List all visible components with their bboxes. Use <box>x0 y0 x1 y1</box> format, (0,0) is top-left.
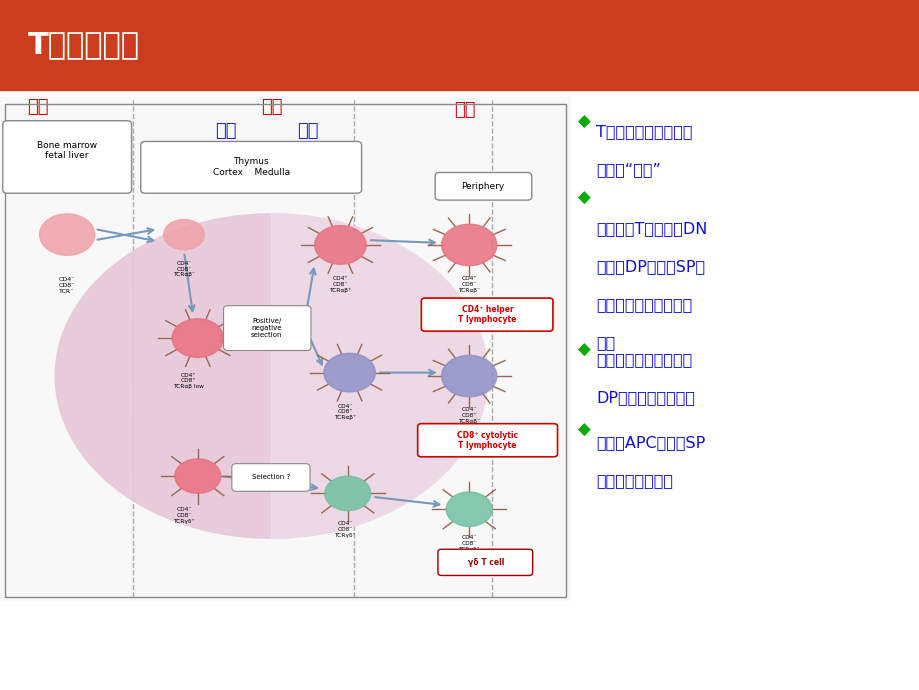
Circle shape <box>175 459 221 493</box>
Wedge shape <box>271 214 487 538</box>
Text: 骨髓: 骨髓 <box>28 98 49 116</box>
Text: 外周: 外周 <box>453 101 475 119</box>
Text: ◆: ◆ <box>577 113 590 131</box>
Text: ◆: ◆ <box>577 189 590 207</box>
Text: CD4⁻
CD8⁻
TCRγδ⁺: CD4⁻ CD8⁻ TCRγδ⁺ <box>334 521 356 538</box>
Text: 胎肝: 胎肝 <box>28 122 49 140</box>
Text: 胞的三个主要阶段进行: 胞的三个主要阶段进行 <box>596 297 692 312</box>
Text: Positive/
negative
selection: Positive/ negative selection <box>251 319 282 338</box>
Text: CD4⁻
CD8⁻
TCR⁻: CD4⁻ CD8⁻ TCR⁻ <box>59 277 75 294</box>
Text: T细胞来源于骨髓，在: T细胞来源于骨髓，在 <box>596 124 692 139</box>
Text: ◆: ◆ <box>577 421 590 439</box>
Bar <box>5 104 565 597</box>
Circle shape <box>172 319 223 357</box>
Text: T细胞的发育: T细胞的发育 <box>28 30 140 59</box>
Text: Bone marrow
fetal liver: Bone marrow fetal liver <box>37 141 97 160</box>
Text: 髓质: 髓质 <box>297 122 319 140</box>
Text: CD4⁻
CD8⁻
TCRαβ⁻: CD4⁻ CD8⁻ TCRαβ⁻ <box>173 261 195 277</box>
Text: CD4⁺ helper
T lymphocyte: CD4⁺ helper T lymphocyte <box>458 305 516 324</box>
Text: 胸腺中的T细胞，循DN: 胸腺中的T细胞，循DN <box>596 221 707 236</box>
Text: 皮质区胸腺上皮细胞对: 皮质区胸腺上皮细胞对 <box>596 352 692 367</box>
Circle shape <box>324 476 370 511</box>
Text: 髓质区APC细胞对SP: 髓质区APC细胞对SP <box>596 435 705 450</box>
Text: 胸腺: 胸腺 <box>260 98 282 116</box>
Circle shape <box>441 355 496 397</box>
Text: CD4⁺
CD8⁻
TCRαβ⁻: CD4⁺ CD8⁻ TCRαβ⁻ <box>458 276 480 293</box>
Circle shape <box>55 214 487 538</box>
Text: 发育: 发育 <box>596 335 615 350</box>
Text: CD4⁺
CD8⁺
TCRαβ low: CD4⁺ CD8⁺ TCRαβ low <box>173 373 204 389</box>
Circle shape <box>164 219 204 250</box>
FancyBboxPatch shape <box>421 298 552 331</box>
Text: Thymus
Cortex    Medulla: Thymus Cortex Medulla <box>212 157 289 177</box>
Text: γδ T cell: γδ T cell <box>467 558 504 567</box>
Text: CD4⁻
CD8⁻
TCRγδ⁺: CD4⁻ CD8⁻ TCRγδ⁺ <box>458 535 480 552</box>
FancyBboxPatch shape <box>437 549 532 575</box>
Text: 细胞、DP细胞、SP细: 细胞、DP细胞、SP细 <box>596 259 705 274</box>
FancyBboxPatch shape <box>141 141 361 193</box>
Bar <box>0 97 570 600</box>
Circle shape <box>314 226 366 264</box>
Text: CD8⁺ cytolytic
T lymphocyte: CD8⁺ cytolytic T lymphocyte <box>457 431 517 450</box>
Text: CD4⁻
CD8⁺
TCRαβ⁺: CD4⁻ CD8⁺ TCRαβ⁺ <box>334 404 356 420</box>
Text: 皮质: 皮质 <box>214 122 236 140</box>
FancyBboxPatch shape <box>435 172 531 200</box>
Text: CD4⁺
CD8⁻
TCRαβ⁺: CD4⁺ CD8⁻ TCRαβ⁺ <box>329 276 351 293</box>
FancyBboxPatch shape <box>223 306 311 351</box>
Circle shape <box>323 353 375 392</box>
Circle shape <box>441 224 496 266</box>
FancyBboxPatch shape <box>3 121 131 193</box>
Text: CD4⁻
CD8⁻
TCRγδ⁺: CD4⁻ CD8⁻ TCRγδ⁺ <box>173 507 195 524</box>
Text: CD4⁻
CD8⁺
TCRαβ⁻: CD4⁻ CD8⁺ TCRαβ⁻ <box>458 407 480 424</box>
Circle shape <box>40 214 95 255</box>
Bar <box>0 0 919 90</box>
Text: DP细胞进行阳性选择: DP细胞进行阳性选择 <box>596 390 695 405</box>
Text: ◆: ◆ <box>577 341 590 359</box>
Circle shape <box>446 492 492 526</box>
Text: 细胞进行阴性选择: 细胞进行阴性选择 <box>596 473 673 488</box>
FancyBboxPatch shape <box>232 464 310 491</box>
Text: Selection ?: Selection ? <box>252 475 290 480</box>
Text: Periphery: Periphery <box>460 181 505 191</box>
FancyBboxPatch shape <box>417 424 557 457</box>
Text: 胸腺中“受训”: 胸腺中“受训” <box>596 162 661 177</box>
